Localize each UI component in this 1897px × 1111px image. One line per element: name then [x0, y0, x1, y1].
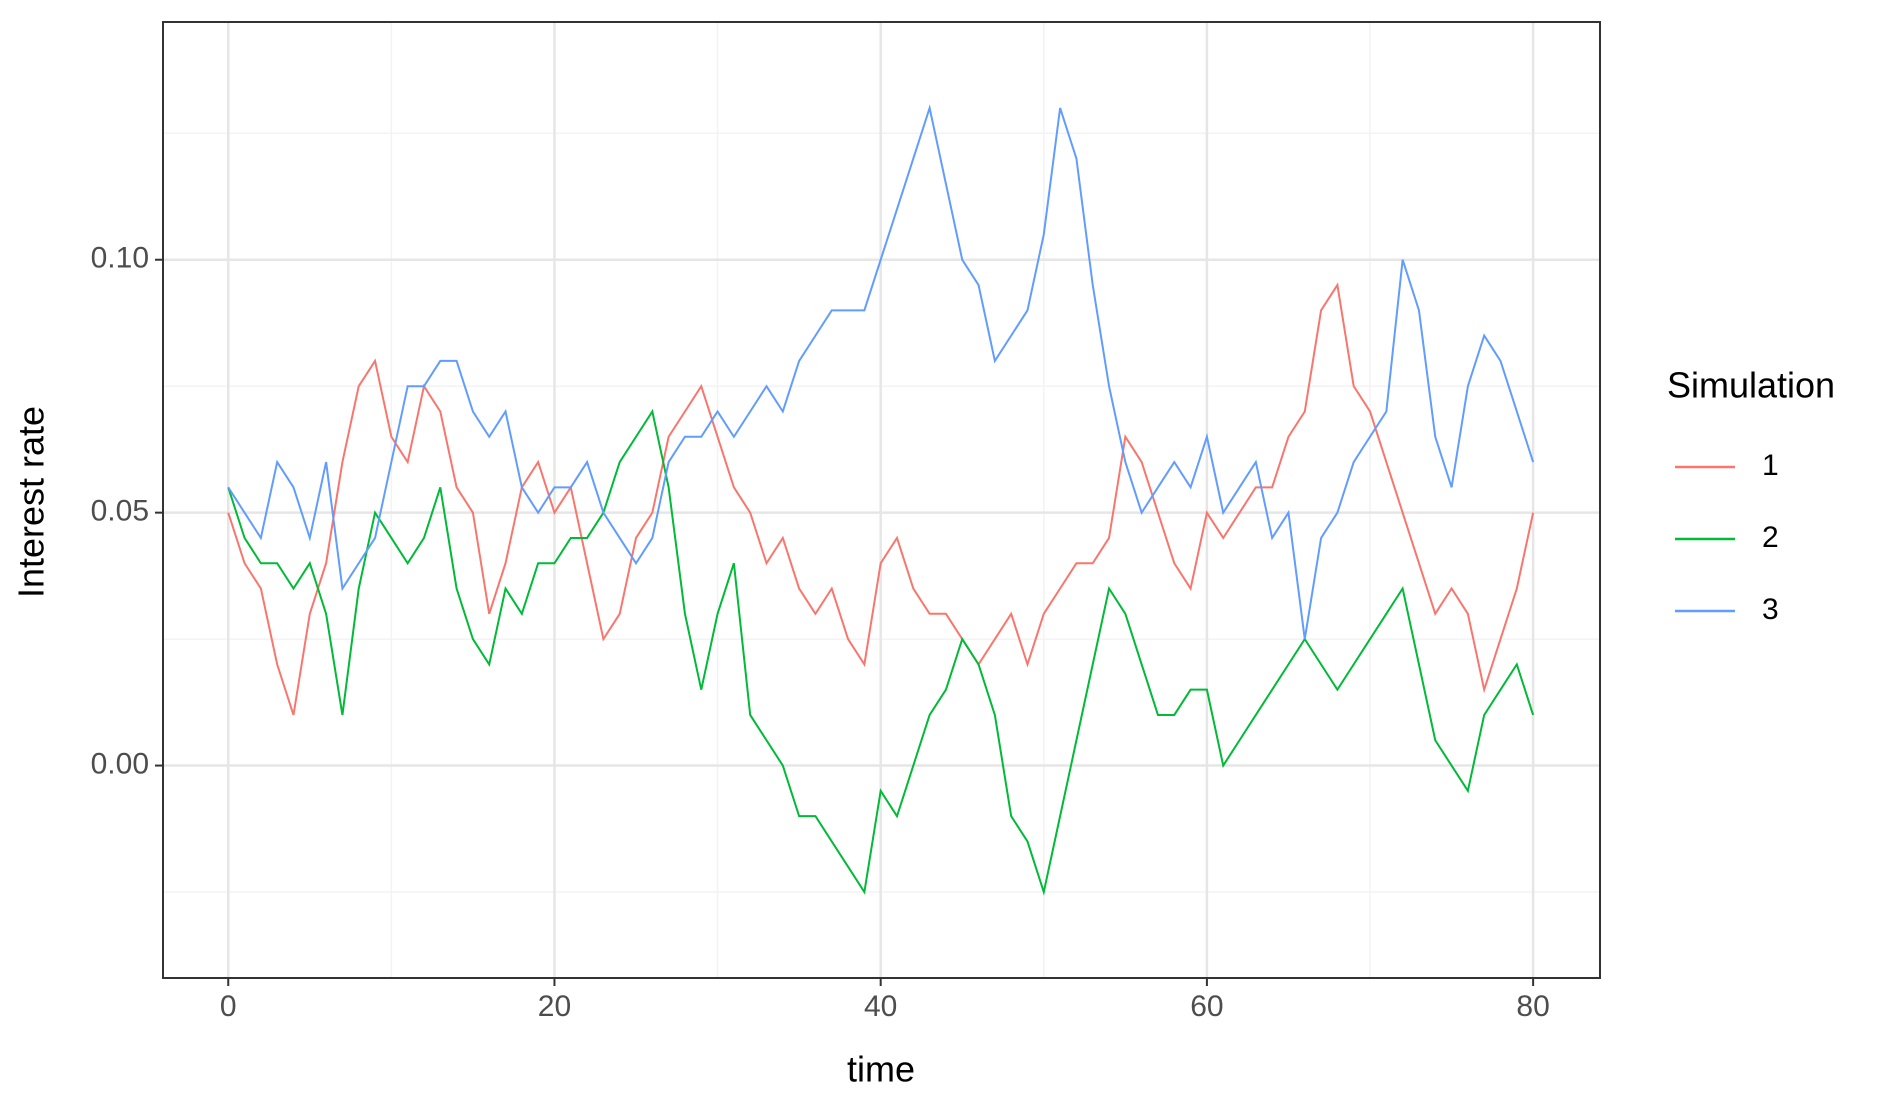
legend-label: 3 — [1762, 593, 1779, 626]
series-line — [227, 408, 1535, 896]
series-line — [227, 104, 1535, 640]
x-tick-label: 80 — [1516, 990, 1549, 1023]
panel-border — [162, 21, 1601, 979]
x-tick-label: 0 — [220, 990, 237, 1023]
y-tick-label: 0.05 — [91, 495, 149, 528]
x-tick-label: 60 — [1190, 990, 1223, 1023]
legend-label: 1 — [1762, 449, 1779, 482]
y-tick-label: 0.00 — [91, 747, 149, 780]
y-tick-label: 0.10 — [91, 242, 149, 275]
x-tick-label: 40 — [864, 990, 897, 1023]
y-axis-title: Interest rate — [11, 406, 52, 598]
legend-label: 2 — [1762, 521, 1779, 554]
series-line — [227, 282, 1535, 716]
x-tick-label: 20 — [538, 990, 571, 1023]
x-axis-title: time — [847, 1049, 915, 1090]
legend-title: Simulation — [1667, 365, 1835, 406]
